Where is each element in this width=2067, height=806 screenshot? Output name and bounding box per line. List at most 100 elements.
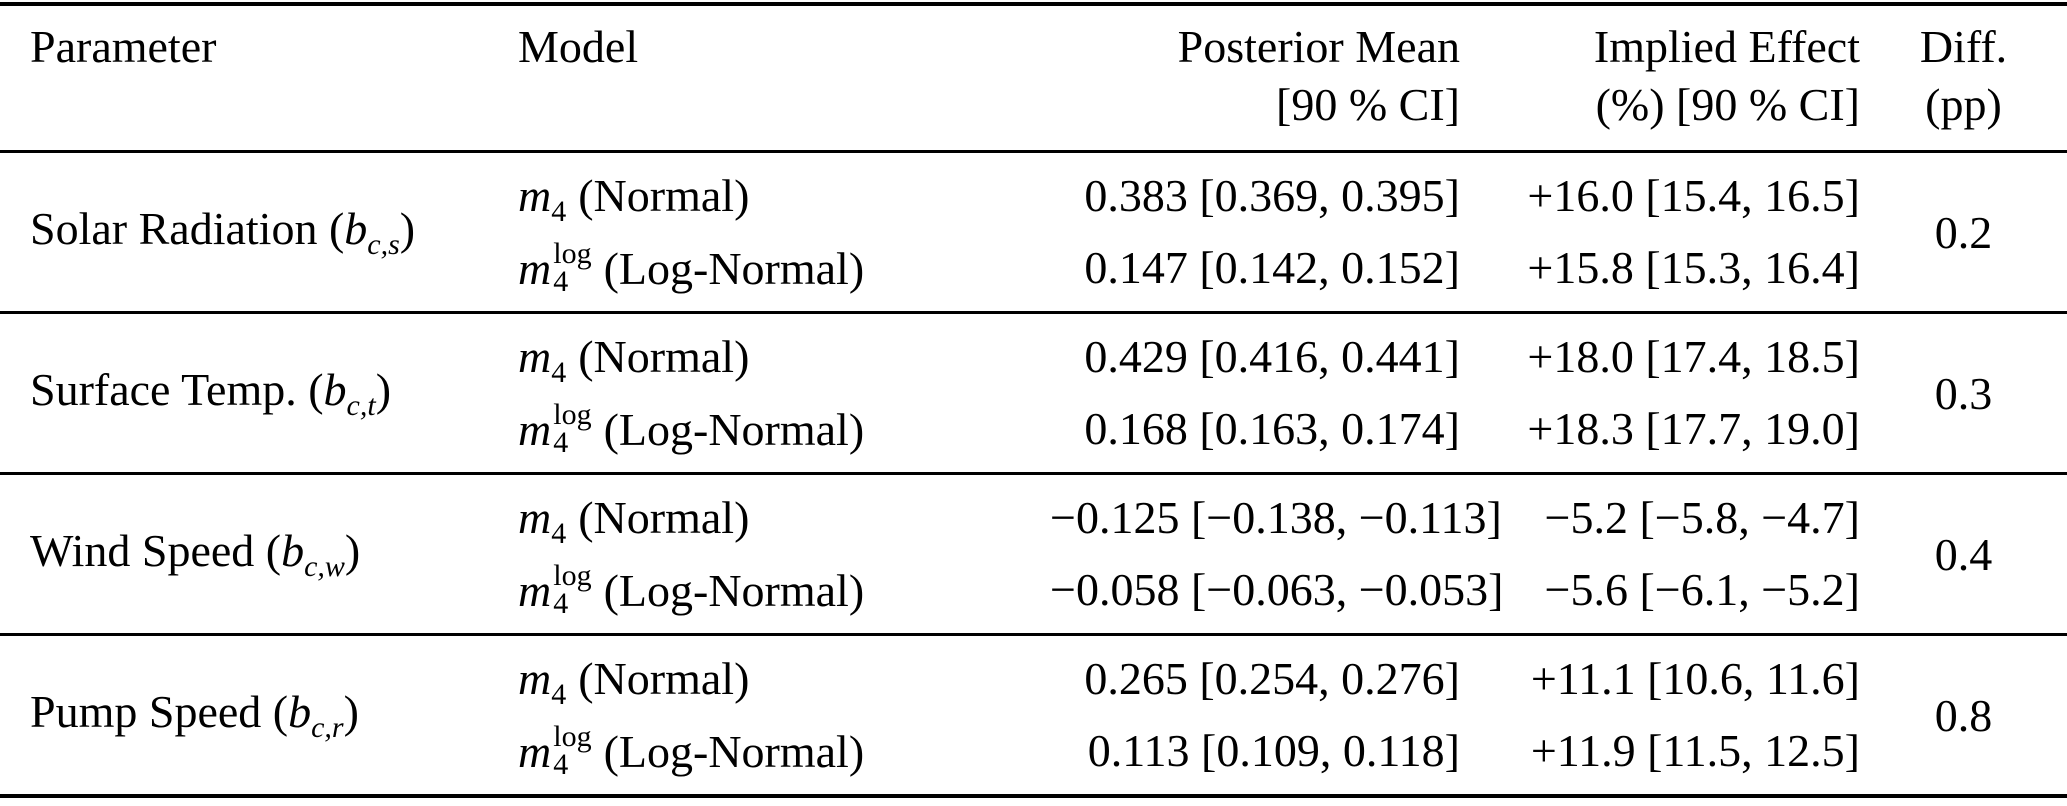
header-model: Model <box>490 4 1050 152</box>
model-line: m log 4 (Log-Normal) <box>518 554 1050 626</box>
model-line: m4 (Normal) <box>518 643 1050 715</box>
posterior-cell: 0.383 [0.369, 0.395] 0.147 [0.142, 0.152… <box>1050 152 1460 313</box>
table-row: Pump Speed (bc,r) m4 (Normal) m log 4 (Log-N… <box>0 634 2067 797</box>
posterior-value: 0.429 [0.416, 0.441] <box>1084 331 1460 382</box>
diff-value: 0.8 <box>1934 689 1993 741</box>
posterior-value: 0.113 [0.109, 0.118] <box>1087 725 1460 776</box>
table-row: Wind Speed (bc,w) m4 (Normal) m log 4 (Log-N… <box>0 473 2067 635</box>
model-cell: m4 (Normal) m log 4 (Log-Normal) <box>490 635 1050 797</box>
model-dist-label: (Log-Normal) <box>603 403 865 455</box>
posterior-value: 0.383 [0.369, 0.395] <box>1084 170 1460 221</box>
param-symbol: b <box>281 525 305 576</box>
model-subscript: 4 <box>551 678 567 711</box>
model-superscript: log <box>553 398 592 431</box>
header-line: Implied Effect <box>1593 21 1860 72</box>
parameter-label-close: ) <box>375 364 392 415</box>
model-cell: m4 (Normal) m log 4 (Log-Normal) <box>490 474 1050 635</box>
effect-cell: −5.2 [−5.8, −4.7] −5.6 [−6.1, −5.2] <box>1460 474 1860 635</box>
model-dist-label: (Log-Normal) <box>603 725 865 777</box>
model-superscript: log <box>553 559 592 592</box>
table-row: Solar Radiation (bc,s) m4 (Normal) m log 4 (… <box>0 151 2067 313</box>
model-cell: m4 (Normal) m log 4 (Log-Normal) <box>490 152 1050 313</box>
effect-cell: +18.0 [17.4, 18.5] +18.3 [17.7, 19.0] <box>1460 313 1860 474</box>
effect-value: +16.0 [15.4, 16.5] <box>1527 170 1860 221</box>
param-symbol: b <box>288 686 312 737</box>
model-line: m4 (Normal) <box>518 160 1050 232</box>
param-subscript: c,r <box>311 711 344 744</box>
effect-cell: +16.0 [15.4, 16.5] +15.8 [15.3, 16.4] <box>1460 152 1860 313</box>
effect-value: −5.6 [−6.1, −5.2] <box>1544 564 1860 615</box>
table-row: Surface Temp. (bc,t) m4 (Normal) m log 4 (Lo… <box>0 312 2067 474</box>
parameter-cell: Surface Temp. (bc,t) <box>0 313 490 474</box>
model-line: m4 (Normal) <box>518 321 1050 393</box>
parameter-cell: Solar Radiation (bc,s) <box>0 152 490 313</box>
param-symbol: b <box>323 364 347 415</box>
effect-value: +11.9 [11.5, 12.5] <box>1530 725 1860 776</box>
header-line: Model <box>518 21 639 72</box>
model-cell: m4 (Normal) m log 4 (Log-Normal) <box>490 313 1050 474</box>
model-dist-label: (Log-Normal) <box>603 242 865 294</box>
model-subscript: 4 <box>551 517 567 550</box>
model-dist-label: (Normal) <box>578 492 750 543</box>
posterior-value: −0.125 [−0.138, −0.113] <box>1050 492 1502 543</box>
parameter-label: Pump Speed ( <box>30 686 289 737</box>
effect-value: +11.1 [10.6, 11.6] <box>1530 653 1860 704</box>
model-dist-label: (Normal) <box>578 653 750 704</box>
model-symbol: m <box>518 170 552 221</box>
posterior-value: 0.147 [0.142, 0.152] <box>1084 242 1460 293</box>
diff-value: 0.3 <box>1934 367 1993 419</box>
model-subscript: 4 <box>553 748 569 781</box>
model-subscript: 4 <box>553 426 569 459</box>
effect-cell: +11.1 [10.6, 11.6] +11.9 [11.5, 12.5] <box>1460 635 1860 797</box>
model-line: m4 (Normal) <box>518 482 1050 554</box>
header-line: [90 % CI] <box>1276 79 1460 130</box>
model-line: m log 4 (Log-Normal) <box>518 232 1050 304</box>
model-subsup: log 4 <box>553 239 591 298</box>
parameter-label: Surface Temp. ( <box>30 364 324 415</box>
model-subscript: 4 <box>551 356 567 389</box>
parameter-cell: Pump Speed (bc,r) <box>0 635 490 797</box>
model-symbol: m <box>518 564 552 616</box>
parameter-label-close: ) <box>399 203 416 254</box>
diff-cell: 0.2 <box>1860 152 2067 313</box>
model-dist-label: (Normal) <box>578 331 750 382</box>
header-diff: Diff. (pp) <box>1860 4 2067 152</box>
effect-value: +18.0 [17.4, 18.5] <box>1527 331 1860 382</box>
param-symbol: b <box>344 203 368 254</box>
model-line: m log 4 (Log-Normal) <box>518 393 1050 465</box>
model-subsup: log 4 <box>553 398 592 459</box>
model-dist-label: (Log-Normal) <box>603 564 865 616</box>
header-line: (pp) <box>1925 79 2002 130</box>
model-dist-label: (Normal) <box>578 170 750 221</box>
parameter-label: Wind Speed ( <box>30 525 282 576</box>
parameter-label-close: ) <box>343 686 359 737</box>
model-subsup: log 4 <box>553 720 592 781</box>
model-symbol: m <box>518 403 552 455</box>
header-implied-effect: Implied Effect (%) [90 % CI] <box>1460 4 1860 152</box>
diff-cell: 0.8 <box>1860 635 2067 797</box>
header-line: (%) [90 % CI] <box>1595 79 1860 130</box>
model-subscript: 4 <box>553 265 569 298</box>
header-parameter: Parameter <box>0 4 490 152</box>
model-line: m log 4 (Log-Normal) <box>518 715 1050 787</box>
header-line: Diff. <box>1919 21 2008 72</box>
model-symbol: m <box>518 492 552 543</box>
diff-cell: 0.4 <box>1860 474 2067 635</box>
posterior-value: −0.058 [−0.063, −0.053] <box>1050 564 1504 615</box>
diff-value: 0.4 <box>1934 528 1993 580</box>
posterior-cell: −0.125 [−0.138, −0.113] −0.058 [−0.063, … <box>1050 474 1504 635</box>
model-superscript: log <box>553 720 592 753</box>
model-symbol: m <box>518 331 552 382</box>
effect-value: −5.2 [−5.8, −4.7] <box>1544 492 1860 543</box>
header-row: Parameter Model Posterior Mean [90 % CI]… <box>0 4 2067 152</box>
model-symbol: m <box>518 653 552 704</box>
parameter-cell: Wind Speed (bc,w) <box>0 474 490 635</box>
model-subsup: log 4 <box>553 559 592 619</box>
posterior-cell: 0.429 [0.416, 0.441] 0.168 [0.163, 0.174… <box>1050 313 1460 474</box>
header-line: Posterior Mean <box>1177 21 1460 72</box>
diff-value: 0.2 <box>1934 206 1993 258</box>
parameter-label-close: ) <box>344 525 361 576</box>
effect-value: +15.8 [15.3, 16.4] <box>1527 242 1860 293</box>
param-subscript: c,t <box>346 389 376 422</box>
